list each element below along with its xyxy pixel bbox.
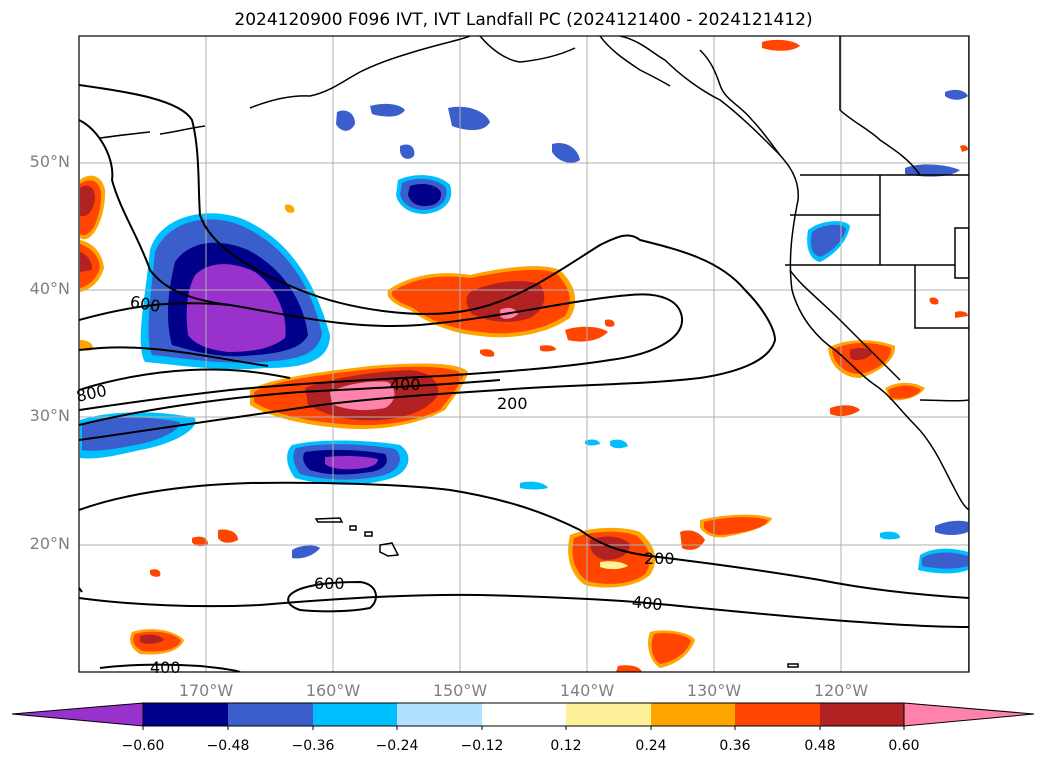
contour-label: 600 — [129, 292, 162, 316]
colorbar-tick-label: −0.12 — [460, 738, 504, 754]
colorbar — [11, 702, 1035, 730]
contour-label: 400 — [631, 592, 663, 614]
colorbar-tick-label: 0.48 — [804, 738, 836, 754]
map-title: 2024120900 F096 IVT, IVT Landfall PC (20… — [234, 10, 813, 30]
colorbar-tick-label: −0.36 — [291, 738, 335, 754]
contour-label: 200 — [497, 394, 528, 413]
lat-label-40n: 40°N — [29, 279, 70, 298]
colorbar-tick-label: −0.48 — [206, 738, 250, 754]
lat-label-50n: 50°N — [29, 152, 70, 171]
lat-label-20n: 20°N — [29, 534, 70, 553]
lon-label-150w: 150°W — [432, 681, 488, 700]
colorbar-tick-label: 0.60 — [888, 738, 920, 754]
contour-label: 200 — [644, 549, 675, 568]
colorbar-tick-label: 0.24 — [635, 738, 667, 754]
lon-label-170w: 170°W — [178, 681, 234, 700]
ivt-contours — [79, 84, 969, 672]
colorbar-tick-label: 0.36 — [719, 738, 751, 754]
colorbar-extend-high — [903, 702, 1035, 727]
contour-label: 800 — [75, 381, 109, 406]
contour-label: 400 — [390, 375, 421, 394]
lon-label-120w: 120°W — [813, 681, 869, 700]
colorbar-extend-low — [11, 702, 144, 727]
map-frame — [78, 35, 970, 673]
lat-label-30n: 30°N — [29, 406, 70, 425]
colorbar-tick-label: −0.24 — [375, 738, 419, 754]
lon-label-140w: 140°W — [559, 681, 615, 700]
coastlines — [99, 36, 969, 672]
colorbar-tick-label: 0.12 — [550, 738, 582, 754]
contour-label: 600 — [314, 574, 345, 593]
colorbar-tick-label: −0.60 — [121, 738, 165, 754]
lat-lon-grid — [79, 36, 969, 672]
lon-label-160w: 160°W — [305, 681, 361, 700]
pc-shading — [80, 39, 968, 672]
contour-label: 400 — [150, 658, 181, 677]
lon-label-130w: 130°W — [686, 681, 742, 700]
